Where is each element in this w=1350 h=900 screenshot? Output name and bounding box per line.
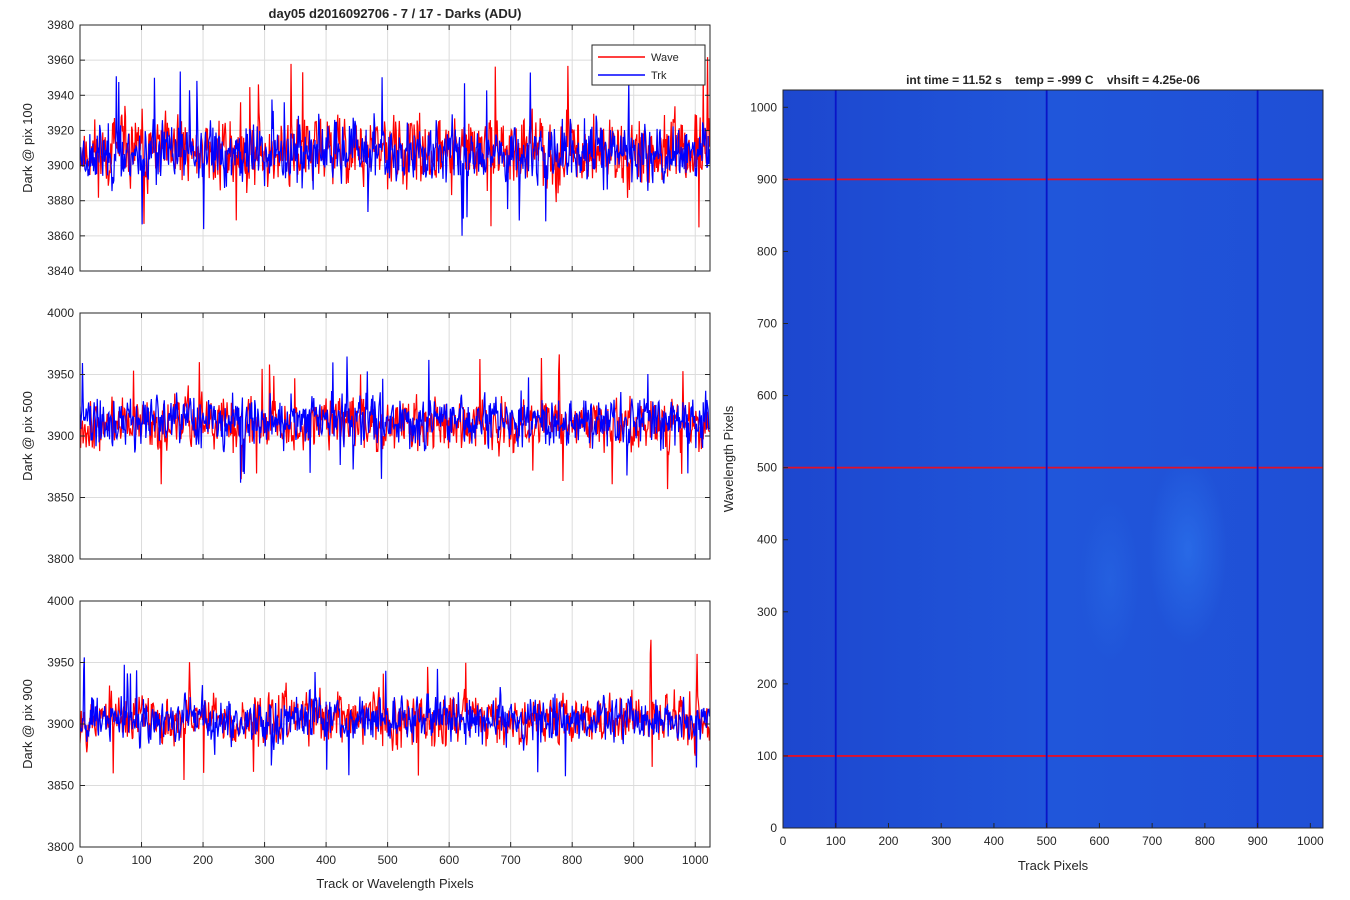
x-tick-label: 200 (193, 853, 213, 867)
heatmap-bright-region (1148, 455, 1228, 645)
x-tick-label: 600 (439, 853, 459, 867)
y-tick-label: 3950 (47, 656, 74, 670)
hm-y-tick-label: 900 (757, 172, 777, 186)
hm-x-tick-label: 1000 (1297, 834, 1324, 848)
hm-y-tick-label: 1000 (750, 100, 777, 114)
x-tick-label: 700 (501, 853, 521, 867)
y-tick-label: 3960 (47, 53, 74, 67)
hm-x-tick-label: 800 (1195, 834, 1215, 848)
heatmap-title: int time = 11.52 s temp = -999 C vhsift … (906, 73, 1200, 87)
hm-x-tick-label: 200 (878, 834, 898, 848)
y-tick-label: 3950 (47, 368, 74, 382)
y-tick-label: 3800 (47, 552, 74, 566)
hm-x-tick-label: 900 (1248, 834, 1268, 848)
x-tick-label: 300 (255, 853, 275, 867)
hm-x-tick-label: 300 (931, 834, 951, 848)
ylabel-pix500: Dark @ pix 500 (20, 391, 35, 481)
hm-y-tick-label: 0 (770, 821, 777, 835)
ylabel-pix100: Dark @ pix 100 (20, 103, 35, 193)
x-tick-label: 100 (132, 853, 152, 867)
line-panel-pix500: 3800 3850 3900 3950 4000 (47, 306, 711, 566)
hm-x-tick-label: 500 (1037, 834, 1057, 848)
y-tick-label: 3900 (47, 717, 74, 731)
series-line-trk (80, 657, 710, 777)
series-line-trk (80, 71, 710, 236)
y-tick-label: 3900 (47, 429, 74, 443)
heatmap-ylabel: Wavelength Pixels (721, 405, 736, 512)
y-tick-label: 3920 (47, 123, 74, 137)
hm-x-tick-label: 700 (1142, 834, 1162, 848)
hm-y-tick-label: 100 (757, 749, 777, 763)
y-tick-label: 4000 (47, 306, 74, 320)
y-tick-label: 3980 (47, 18, 74, 32)
x-tick-label: 800 (562, 853, 582, 867)
series-line-wave (80, 354, 710, 490)
heatmap-faint-region (1080, 500, 1140, 660)
hm-x-tick-label: 400 (984, 834, 1004, 848)
heatmap-xlabel: Track Pixels (1018, 858, 1089, 873)
legend-trk-label: Trk (651, 70, 667, 82)
legend: Wave Trk (591, 44, 706, 86)
x-tick-label: 500 (378, 853, 398, 867)
y-tick-label: 3850 (47, 491, 74, 505)
axes-box (79, 24, 711, 272)
series-line-trk (80, 356, 710, 483)
hm-x-tick-label: 100 (826, 834, 846, 848)
y-tick-label: 3940 (47, 88, 74, 102)
hm-x-tick-label: 0 (780, 834, 787, 848)
hm-y-tick-label: 800 (757, 244, 777, 258)
hm-y-tick-label: 200 (757, 677, 777, 691)
x-tick-label: 900 (624, 853, 644, 867)
heatmap-panel: 0 100 200 300 400 500 600 700 800 900 1000 0 100 200 3… (750, 89, 1324, 848)
hm-y-tick-label: 300 (757, 605, 777, 619)
y-tick-label: 4000 (47, 594, 74, 608)
hm-y-tick-label: 500 (757, 461, 777, 475)
hm-y-tick-label: 400 (757, 533, 777, 547)
y-tick-label: 3900 (47, 159, 74, 173)
hm-y-tick-label: 600 (757, 389, 777, 403)
line-xlabel: Track or Wavelength Pixels (316, 876, 474, 891)
hm-y-tick-label: 700 (757, 317, 777, 331)
x-tick-label: 0 (77, 853, 84, 867)
figure-title: day05 d2016092706 - 7 / 17 - Darks (ADU) (269, 6, 522, 21)
y-tick-label: 3860 (47, 229, 74, 243)
heatmap-image (783, 90, 1323, 828)
y-tick-label: 3850 (47, 779, 74, 793)
x-tick-label: 400 (316, 853, 336, 867)
y-tick-label: 3880 (47, 194, 74, 208)
y-tick-label: 3800 (47, 840, 74, 854)
line-panel-pix900: 0 100 200 300 400 500 600 700 800 900 1000 3800 3850… (47, 594, 711, 867)
y-tick-label: 3840 (47, 264, 74, 278)
ylabel-pix900: Dark @ pix 900 (20, 679, 35, 769)
hm-x-tick-label: 600 (1089, 834, 1109, 848)
legend-wave-label: Wave (651, 52, 679, 64)
x-tick-label: 1000 (682, 853, 709, 867)
